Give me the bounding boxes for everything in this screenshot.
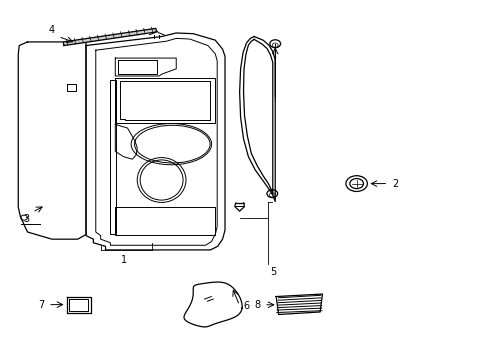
Text: 1: 1 bbox=[121, 255, 127, 265]
Circle shape bbox=[266, 190, 277, 198]
Text: 3: 3 bbox=[23, 214, 30, 224]
Text: 8: 8 bbox=[253, 300, 260, 310]
Text: 7: 7 bbox=[38, 300, 44, 310]
Circle shape bbox=[345, 176, 366, 192]
Text: 6: 6 bbox=[243, 301, 249, 311]
Polygon shape bbox=[63, 28, 157, 45]
Text: 5: 5 bbox=[270, 267, 276, 277]
Text: 4: 4 bbox=[49, 25, 55, 35]
Circle shape bbox=[269, 40, 280, 48]
Polygon shape bbox=[276, 294, 322, 315]
Text: 2: 2 bbox=[391, 179, 397, 189]
